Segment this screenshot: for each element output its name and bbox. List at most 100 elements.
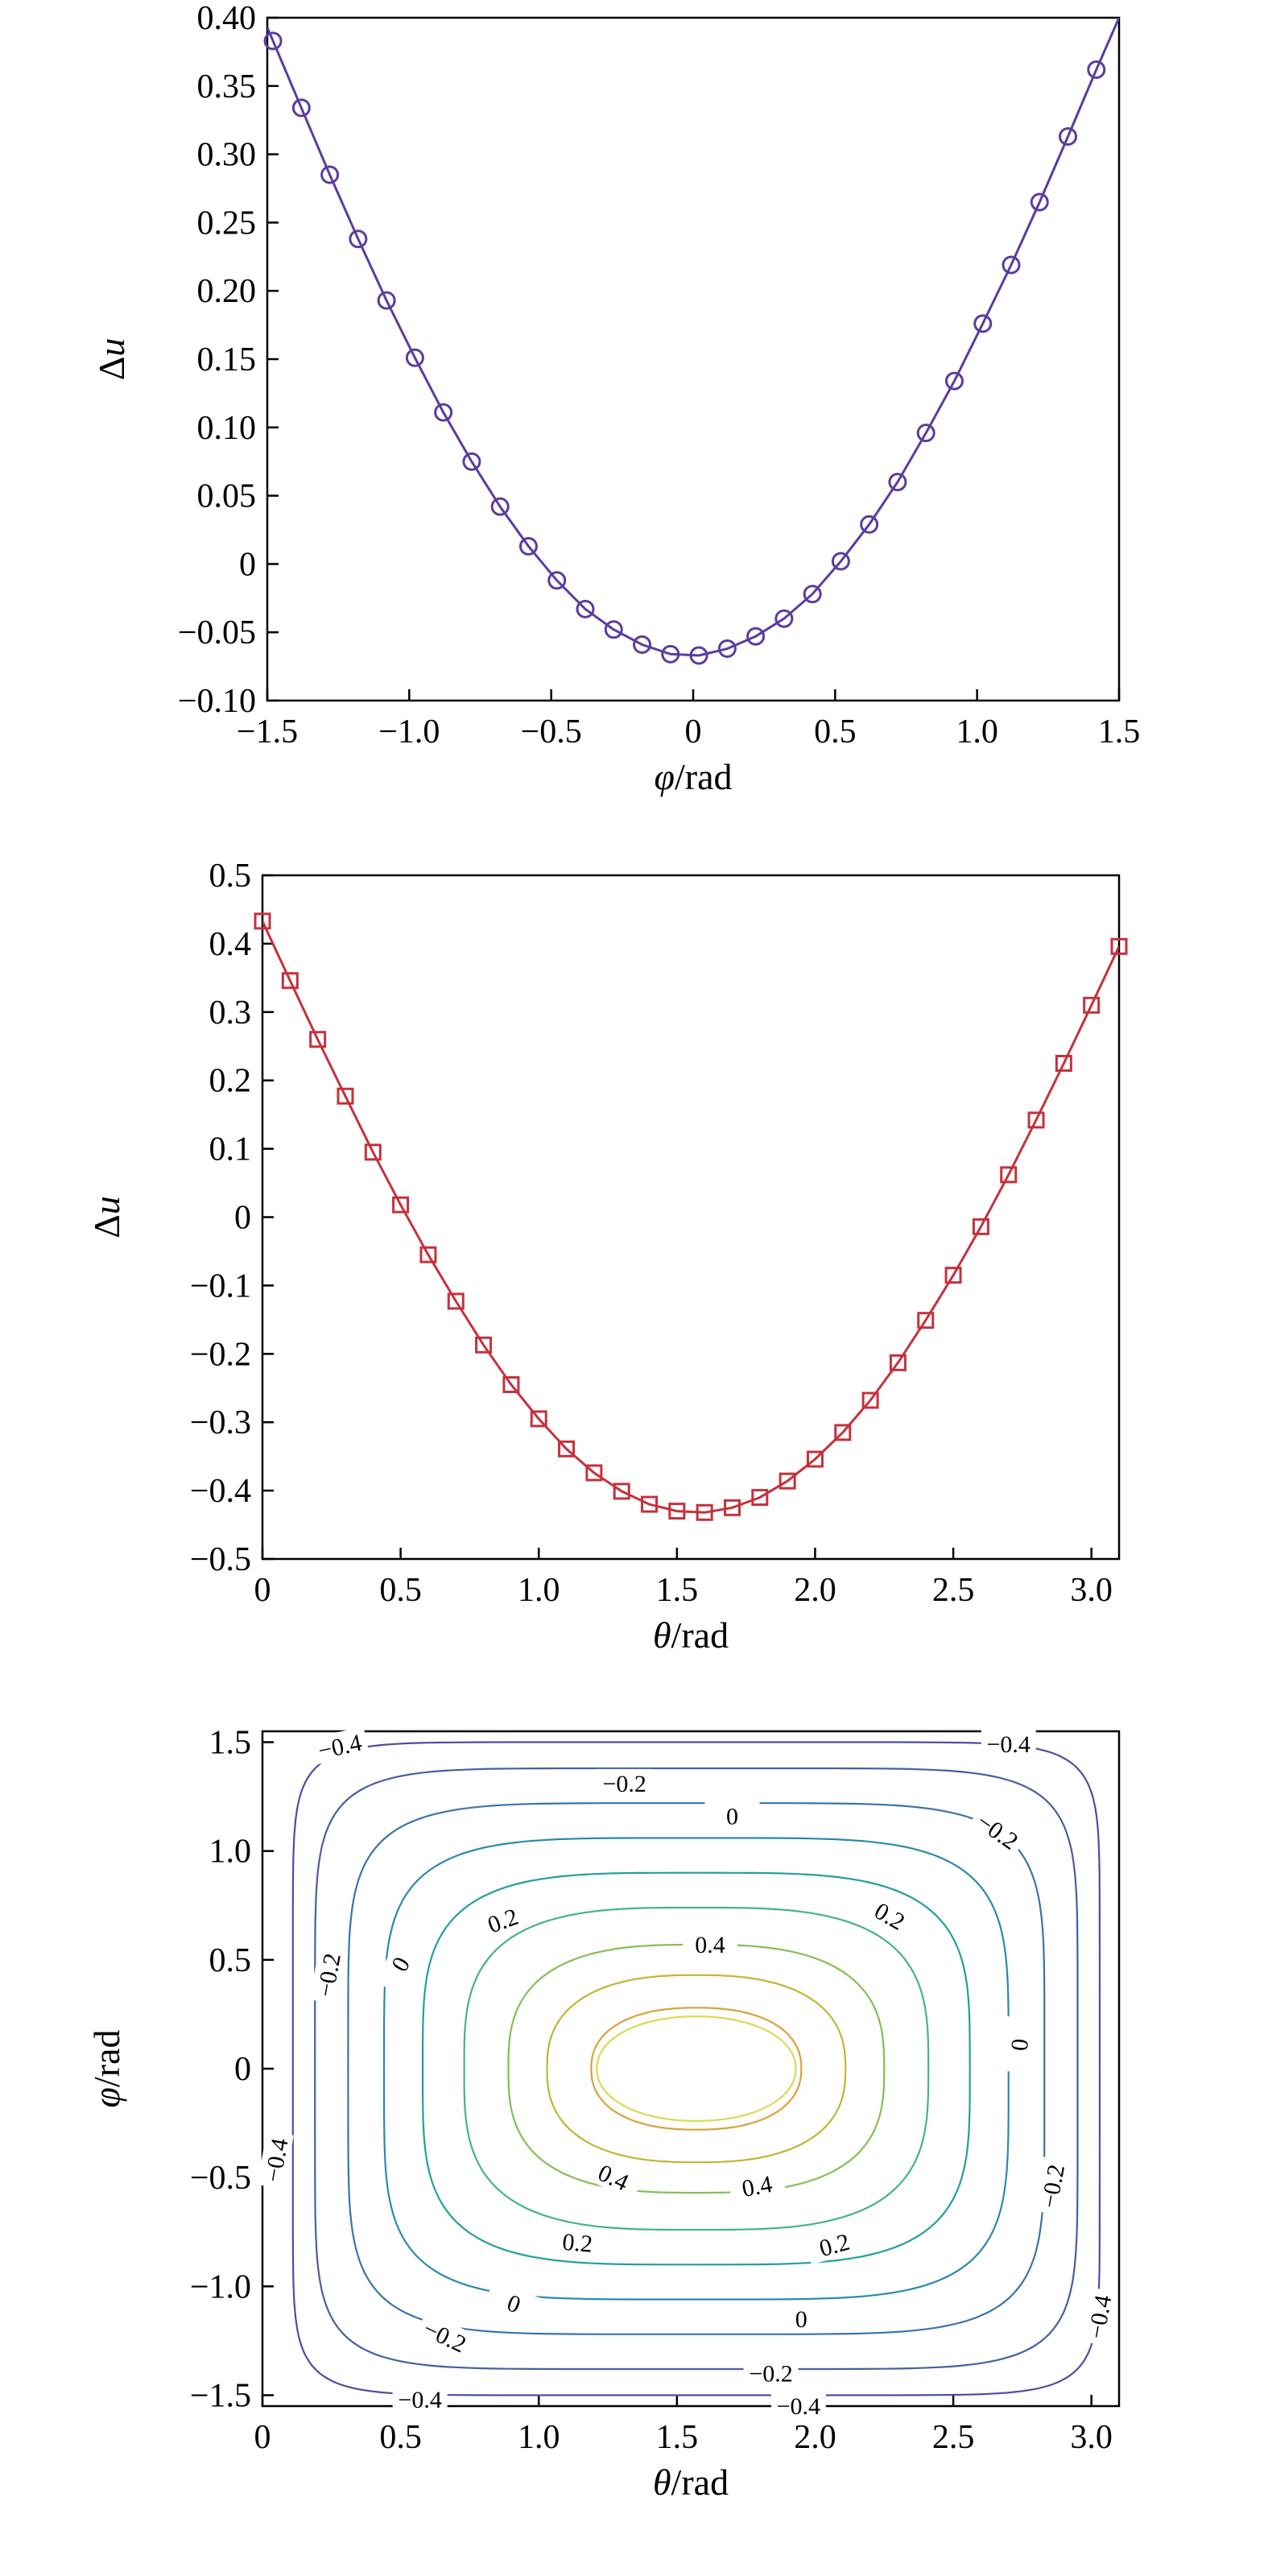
y-axis-variable: u xyxy=(91,338,132,357)
x-tick-label: 1.0 xyxy=(518,2419,560,2456)
contour-level-label: 0.2 xyxy=(561,2229,593,2258)
x-axis-label: θ/rad xyxy=(653,2462,729,2503)
series-line xyxy=(262,920,1119,1514)
x-axis-variable: θ xyxy=(653,2462,671,2503)
contour-line xyxy=(590,2007,803,2131)
y-tick-label: −0.5 xyxy=(190,1541,251,1578)
data-point xyxy=(263,31,283,51)
x-axis-unit: /rad xyxy=(671,1615,729,1656)
x-tick-label: 0.5 xyxy=(379,2419,422,2456)
contour-line xyxy=(422,1871,971,2266)
y-tick-label: 0 xyxy=(234,1200,251,1237)
contour-label-bg xyxy=(257,2130,294,2189)
y-tick-label: 0.35 xyxy=(197,68,257,105)
contour-line xyxy=(507,1943,886,2194)
y-axis-delta: Δ xyxy=(91,357,132,381)
contour-label-bg xyxy=(374,1933,426,1995)
x-tick-label: 0.5 xyxy=(379,1572,422,1609)
data-point xyxy=(419,1246,437,1263)
contour-line xyxy=(347,1802,1046,2335)
y-tick-label: 0.2 xyxy=(209,1063,252,1100)
data-point xyxy=(475,1336,493,1354)
contour-label-bg xyxy=(1033,2156,1071,2216)
contour-label-bg xyxy=(743,2359,799,2387)
y-tick-label: 0.05 xyxy=(197,478,257,515)
contour-level-label: 0.4 xyxy=(695,1932,725,1958)
contour-level-label: −0.2 xyxy=(602,1771,646,1797)
data-point xyxy=(320,165,340,184)
data-point xyxy=(834,1424,852,1441)
y-tick-label: −0.10 xyxy=(178,683,256,720)
data-point xyxy=(502,1376,520,1394)
data-point xyxy=(281,972,299,990)
data-point xyxy=(1059,127,1078,147)
data-point xyxy=(1055,1054,1072,1072)
y-tick-label: −0.3 xyxy=(190,1404,251,1441)
data-point xyxy=(803,585,822,604)
contour-line xyxy=(546,1974,847,2164)
y-tick-label: 0.15 xyxy=(197,341,257,378)
contour-label-bg xyxy=(774,2304,829,2332)
contour-level-label: −0.4 xyxy=(316,1730,364,1765)
x-tick-label: 0 xyxy=(254,2419,271,2456)
data-point xyxy=(689,646,708,665)
y-tick-label: 0.25 xyxy=(197,205,257,242)
data-point xyxy=(944,371,964,391)
y-axis-variable: φ xyxy=(86,2087,127,2107)
data-point xyxy=(1002,255,1021,275)
data-point xyxy=(916,424,936,443)
contour-label-bg xyxy=(597,1768,652,1797)
data-point xyxy=(944,1267,962,1284)
x-tick-label: 1.0 xyxy=(956,713,998,750)
contour-label-bg xyxy=(803,2223,865,2265)
contour-level-label: −0.2 xyxy=(749,2360,792,2387)
y-axis-label: Δu xyxy=(91,338,132,381)
data-point xyxy=(861,1391,879,1409)
y-axis-delta: Δ xyxy=(86,1214,127,1238)
x-tick-label: 2.0 xyxy=(794,2419,836,2456)
contour-label-bg xyxy=(310,1726,370,1765)
x-tick-label: 0 xyxy=(685,713,702,750)
contour-level-label: 0.4 xyxy=(740,2171,774,2202)
contour-line xyxy=(314,1767,1079,2371)
data-point xyxy=(530,1410,547,1428)
contour-level-label: 0 xyxy=(726,1803,738,1830)
x-tick-label: −1.0 xyxy=(378,713,440,750)
contour-label-bg xyxy=(483,2280,545,2326)
data-point xyxy=(604,620,623,639)
data-point xyxy=(547,571,567,590)
y-tick-label: −0.4 xyxy=(190,1473,251,1510)
x-axis-unit: /rad xyxy=(675,756,733,797)
data-point xyxy=(641,1495,659,1513)
data-point xyxy=(779,1472,796,1490)
x-axis-variable: θ xyxy=(653,1615,671,1656)
x-axis-label: θ/rad xyxy=(653,1615,729,1656)
x-tick-label: 0 xyxy=(254,1572,271,1609)
contour-label-bg xyxy=(414,2311,476,2360)
y-tick-label: 0.20 xyxy=(197,273,257,310)
y-tick-label: 1.5 xyxy=(209,1725,252,1762)
x-axis-variable: φ xyxy=(655,756,675,797)
data-point xyxy=(1110,937,1128,955)
y-tick-label: 0.1 xyxy=(209,1131,252,1168)
contour-line xyxy=(463,1906,930,2231)
x-axis-unit: /rad xyxy=(671,2462,729,2503)
x-tick-label: 2.0 xyxy=(794,1572,836,1609)
x-tick-label: 0.5 xyxy=(814,713,857,750)
data-point xyxy=(1027,1111,1045,1129)
contour-level-label: −0.4 xyxy=(986,1731,1030,1758)
x-tick-label: 1.5 xyxy=(656,2419,699,2456)
contour-label-bg xyxy=(967,1804,1029,1858)
x-tick-label: 1.5 xyxy=(1098,713,1141,750)
y-tick-label: 0.5 xyxy=(209,1942,252,1979)
plot-frame xyxy=(261,874,1121,1561)
y-tick-label: 0.10 xyxy=(197,410,257,447)
data-point xyxy=(717,639,737,659)
data-point xyxy=(888,473,907,492)
data-point xyxy=(576,599,595,618)
x-axis-label: φ/rad xyxy=(655,756,733,797)
data-point xyxy=(973,314,993,333)
data-point xyxy=(364,1143,382,1161)
